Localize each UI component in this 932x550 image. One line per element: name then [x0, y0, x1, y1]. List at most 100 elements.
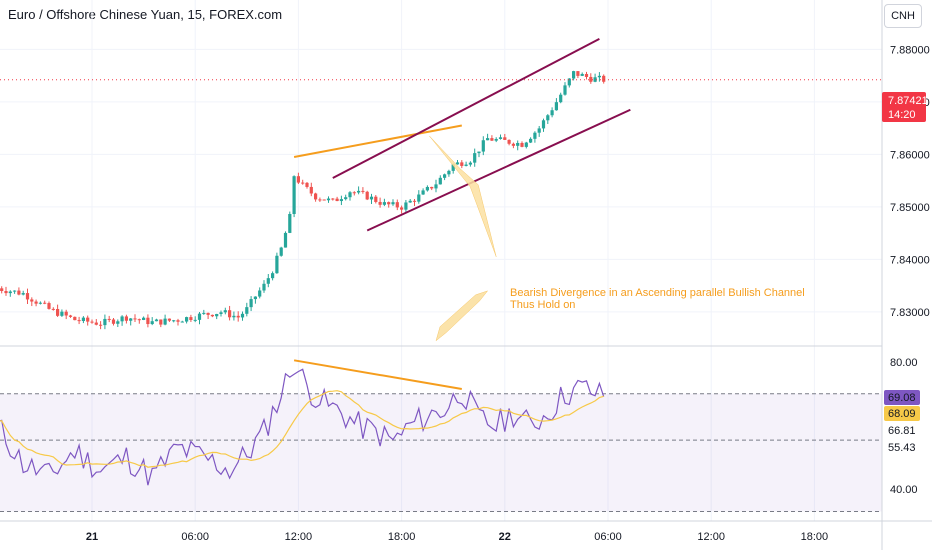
candle-body-33	[137, 319, 141, 321]
candle-body-131	[559, 94, 563, 103]
candle-body-58	[245, 307, 249, 314]
candle-body-13	[51, 308, 55, 310]
candle-body-116	[494, 138, 498, 141]
candle-body-6	[21, 293, 25, 295]
candle-body-56	[236, 315, 240, 318]
candle-body-83	[352, 192, 356, 194]
candle-body-70	[296, 176, 300, 183]
candle-body-64	[271, 273, 275, 279]
candle-body-137	[584, 73, 589, 77]
annotation-line-1[interactable]: Bearish Divergence in an Ascending paral…	[510, 287, 805, 299]
candle-body-48	[202, 312, 206, 314]
candle-body-108	[460, 162, 464, 166]
price-tag-countdown: 14:20	[888, 109, 916, 121]
candle-body-71	[301, 182, 305, 184]
candle-body-92	[391, 202, 395, 205]
candle-body-9	[34, 301, 38, 304]
candle-body-34	[142, 317, 146, 320]
candle-body-115	[490, 138, 494, 141]
candle-body-46	[193, 319, 197, 321]
drawing-overlay	[0, 37, 882, 342]
rsi-band-fill	[0, 393, 882, 512]
time-tick-label-0: 21	[86, 531, 98, 543]
candle-body-57	[240, 313, 245, 318]
annotation-arrow-down-icon	[435, 290, 489, 342]
candle-body-51	[215, 313, 219, 317]
rsi-value-label-3: 55.43	[888, 442, 916, 454]
time-tick-label-1: 06:00	[181, 531, 209, 543]
candle-body-91	[387, 202, 391, 205]
candle-body-77	[326, 198, 331, 201]
candle-body-25	[103, 318, 107, 326]
candle-body-7	[25, 293, 30, 300]
candle-body-53	[223, 310, 227, 313]
candle-body-112	[477, 151, 481, 154]
candle-body-52	[219, 312, 223, 314]
candle-body-38	[159, 319, 163, 325]
rsi-tick-label-1: 40.00	[890, 484, 918, 496]
candle-body-24	[99, 324, 103, 326]
candle-body-119	[507, 139, 511, 144]
price-tick-label-2: 7.86000	[890, 149, 930, 161]
candle-body-37	[154, 319, 159, 322]
rsi-ma-line	[0, 390, 604, 468]
candle-body-107	[455, 162, 460, 165]
candle-body-50	[210, 314, 214, 317]
annotation-line-2[interactable]: Thus Hold on	[510, 299, 575, 311]
candle-body-43	[180, 321, 184, 323]
candle-body-59	[249, 299, 253, 308]
candle-body-93	[395, 202, 399, 208]
candle-body-81	[344, 197, 348, 200]
rsi-value-label-2: 66.81	[888, 425, 916, 437]
candle-body-125	[533, 132, 537, 139]
channel-lower-line	[366, 108, 631, 232]
annotation-arrow-up-icon	[429, 135, 497, 257]
candle-body-103	[438, 177, 442, 185]
price-tick-label-0: 7.88000	[890, 44, 930, 56]
candle-body-130	[554, 102, 558, 111]
rsi-divergence-line	[293, 359, 462, 390]
currency-button[interactable]: CNH	[884, 4, 922, 28]
candle-body-40	[167, 318, 171, 321]
candle-body-139	[593, 77, 597, 82]
candle-body-84	[357, 190, 361, 193]
candle-body-19	[77, 320, 81, 322]
rsi-series	[0, 359, 605, 486]
candle-body-65	[275, 255, 279, 274]
price-divergence-line	[293, 124, 462, 158]
candle-body-12	[47, 303, 51, 309]
candle-body-11	[43, 302, 47, 304]
candle-body-42	[176, 320, 180, 322]
candle-body-74	[314, 193, 318, 200]
candle-body-88	[374, 196, 378, 202]
price-tick-label-4: 7.84000	[890, 254, 930, 266]
chart-grid	[0, 0, 882, 521]
candle-body-67	[283, 232, 288, 248]
candle-body-90	[382, 202, 386, 205]
time-tick-label-2: 12:00	[285, 531, 313, 543]
candle-body-124	[529, 138, 533, 143]
candle-body-22	[90, 321, 94, 323]
rsi-line	[0, 368, 605, 486]
candle-body-21	[86, 317, 90, 322]
candle-body-117	[498, 137, 503, 139]
candle-body-17	[68, 315, 73, 317]
candle-body-3	[8, 291, 12, 294]
candle-body-122	[520, 142, 524, 147]
candle-body-16	[64, 311, 68, 316]
candle-body-32	[133, 318, 137, 320]
candle-body-31	[129, 318, 133, 321]
candle-body-41	[172, 320, 176, 322]
time-tick-label-4: 22	[499, 531, 511, 543]
candle-body-60	[253, 296, 257, 300]
candle-body-104	[443, 174, 447, 178]
candle-body-123	[524, 142, 528, 147]
candle-body-72	[305, 182, 309, 187]
candle-body-113	[481, 140, 485, 152]
candle-body-126	[537, 128, 541, 133]
candle-body-8	[30, 299, 34, 302]
candle-body-27	[111, 319, 116, 324]
candle-body-89	[378, 201, 382, 205]
candle-body-133	[567, 78, 571, 86]
